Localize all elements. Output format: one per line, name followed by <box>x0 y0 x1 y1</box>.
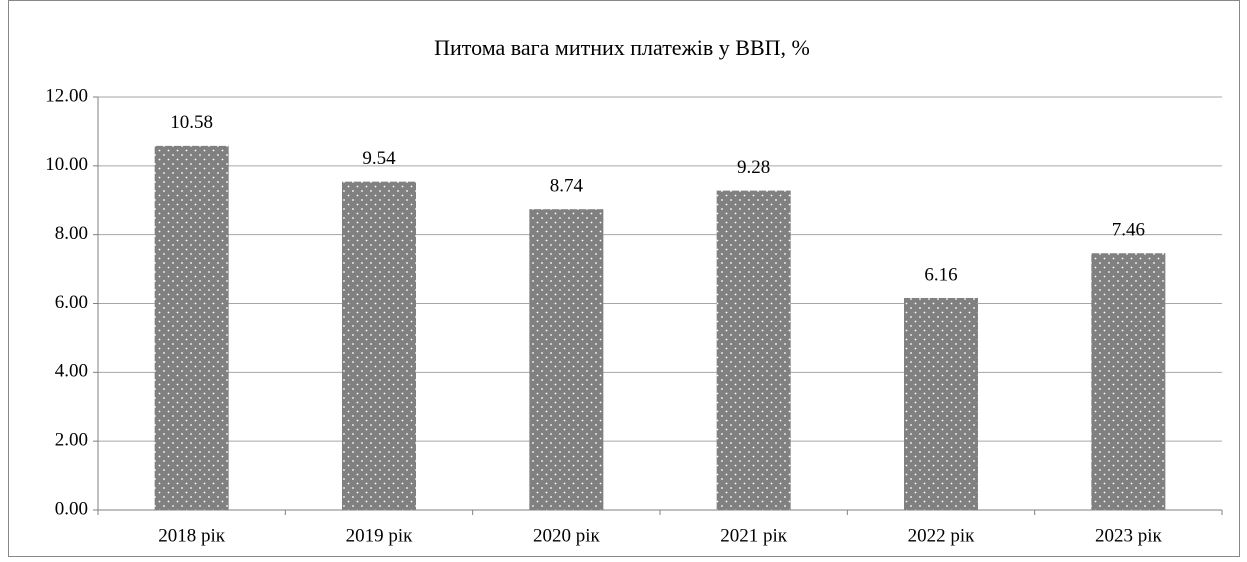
bar <box>529 209 604 510</box>
bar <box>1091 253 1166 511</box>
bar <box>716 190 791 510</box>
y-tick-label: 0.00 <box>55 498 88 519</box>
data-label: 7.46 <box>1112 220 1145 241</box>
data-label: 8.74 <box>550 176 584 197</box>
x-tick-label: 2021 рік <box>720 525 788 546</box>
y-tick-label: 6.00 <box>55 292 88 313</box>
chart-title: Питома вага митних платежів у ВВП, % <box>434 35 810 60</box>
x-tick-label: 2023 рік <box>1095 525 1163 546</box>
data-label: 6.16 <box>924 264 957 285</box>
data-label: 10.58 <box>170 112 213 133</box>
bar <box>154 145 229 510</box>
data-label: 9.54 <box>362 148 396 169</box>
x-tick-label: 2019 рік <box>346 525 414 546</box>
y-tick-label: 10.00 <box>45 154 88 175</box>
x-tick-label: 2020 рік <box>533 525 601 546</box>
y-tick-label: 8.00 <box>55 223 88 244</box>
bar <box>342 181 416 511</box>
data-label: 9.28 <box>737 157 770 178</box>
x-tick-label: 2022 рік <box>908 525 976 546</box>
y-tick-label: 4.00 <box>55 361 88 382</box>
y-tick-label: 2.00 <box>55 430 88 451</box>
bar <box>904 297 978 510</box>
x-tick-label: 2018 рік <box>158 525 226 546</box>
y-tick-label: 12.00 <box>45 85 88 106</box>
